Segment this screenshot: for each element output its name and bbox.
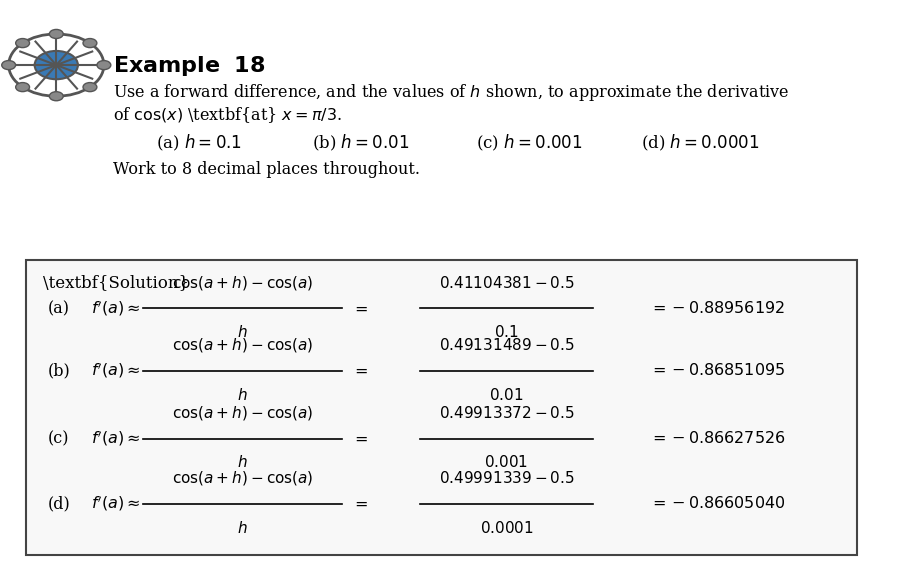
Text: $=$: $=$ — [351, 430, 367, 447]
Circle shape — [50, 29, 64, 38]
Text: $0.49131489 - 0.5$: $0.49131489 - 0.5$ — [438, 337, 575, 353]
Text: $=$: $=$ — [351, 362, 367, 379]
Text: \textbf{Solution}: \textbf{Solution} — [43, 275, 190, 291]
Text: $0.1$: $0.1$ — [494, 324, 519, 340]
Text: $0.49991339 - 0.5$: $0.49991339 - 0.5$ — [438, 470, 575, 486]
Text: $\cos(a+h) - \cos(a)$: $\cos(a+h) - \cos(a)$ — [171, 336, 313, 354]
Text: $f'(a) \approx$: $f'(a) \approx$ — [91, 429, 140, 448]
Text: (c) $h = 0.001$: (c) $h = 0.001$ — [476, 133, 583, 153]
Text: $=$: $=$ — [351, 300, 367, 317]
Text: $\cos(a+h) - \cos(a)$: $\cos(a+h) - \cos(a)$ — [171, 469, 313, 487]
Text: Work to 8 decimal places throughout.: Work to 8 decimal places throughout. — [112, 161, 420, 178]
Text: $= -0.86851095$: $= -0.86851095$ — [649, 362, 786, 379]
Text: $0.41104381 - 0.5$: $0.41104381 - 0.5$ — [438, 275, 575, 291]
Text: of $\cos(x)$ \textbf{at} $x = \pi/3$.: of $\cos(x)$ \textbf{at} $x = \pi/3$. — [112, 105, 342, 125]
Circle shape — [97, 61, 111, 70]
Text: (c): (c) — [48, 430, 69, 447]
Circle shape — [50, 92, 64, 101]
Text: $0.0001$: $0.0001$ — [480, 520, 533, 535]
Text: $=$: $=$ — [351, 495, 367, 512]
Text: $0.49913372 - 0.5$: $0.49913372 - 0.5$ — [438, 405, 575, 421]
Circle shape — [2, 61, 16, 70]
Text: $0.001$: $0.001$ — [484, 454, 529, 470]
Text: $f'(a) \approx$: $f'(a) \approx$ — [91, 299, 140, 318]
Text: (d): (d) — [48, 495, 70, 512]
Text: (b): (b) — [48, 362, 70, 379]
Text: $= -0.88956192$: $= -0.88956192$ — [649, 300, 785, 317]
Text: $f'(a) \approx$: $f'(a) \approx$ — [91, 494, 140, 513]
Text: Use a forward difference, and the values of $h$ shown, to approximate the deriva: Use a forward difference, and the values… — [112, 82, 788, 103]
FancyBboxPatch shape — [26, 260, 857, 555]
Circle shape — [83, 38, 97, 48]
Text: $\cos(a+h) - \cos(a)$: $\cos(a+h) - \cos(a)$ — [171, 274, 313, 292]
Text: $= -0.86627526$: $= -0.86627526$ — [649, 430, 786, 447]
Circle shape — [16, 83, 29, 92]
Text: $f'(a) \approx$: $f'(a) \approx$ — [91, 361, 140, 380]
Circle shape — [35, 51, 78, 79]
Text: (a) $h = 0.1$: (a) $h = 0.1$ — [156, 133, 242, 153]
Text: $h$: $h$ — [237, 387, 248, 402]
Text: (d) $h = 0.0001$: (d) $h = 0.0001$ — [641, 133, 759, 153]
Circle shape — [83, 83, 97, 92]
Text: $0.01$: $0.01$ — [489, 387, 524, 402]
Text: $= -0.86605040$: $= -0.86605040$ — [649, 495, 786, 512]
Text: $h$: $h$ — [237, 324, 248, 340]
Text: $\cos(a+h) - \cos(a)$: $\cos(a+h) - \cos(a)$ — [171, 404, 313, 422]
Text: $h$: $h$ — [237, 520, 248, 535]
Text: $h$: $h$ — [237, 454, 248, 470]
Text: $\mathbf{Example\ \ 18}$: $\mathbf{Example\ \ 18}$ — [112, 54, 265, 78]
Circle shape — [16, 38, 29, 48]
Text: (b) $h = 0.01$: (b) $h = 0.01$ — [311, 133, 409, 153]
Text: (a): (a) — [48, 300, 70, 317]
